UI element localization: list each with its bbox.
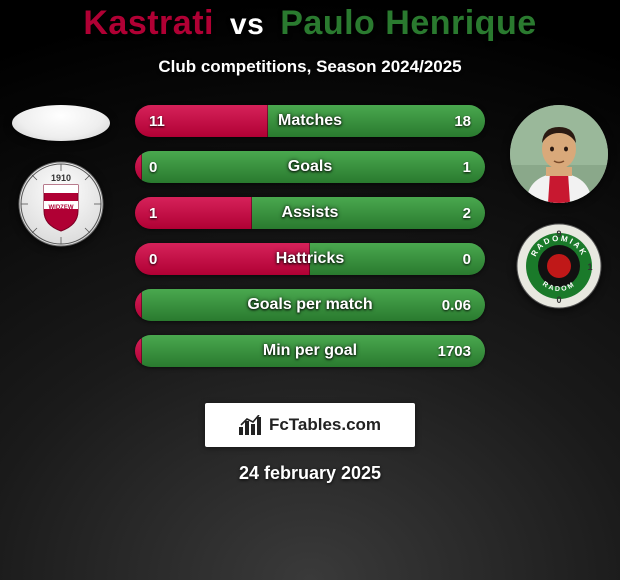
stat-bar-left: [135, 151, 142, 183]
stat-bar-right: [142, 151, 485, 183]
comparison-panel: 1910 WIDZEW: [0, 105, 620, 385]
title-player1: Kastrati: [83, 4, 214, 42]
fctables-icon: [239, 415, 263, 435]
footer-date: 24 february 2025: [0, 463, 620, 484]
stat-bar-right: [310, 243, 485, 275]
stat-row: 1Assists2: [135, 197, 485, 229]
stat-row: Goals per match0.06: [135, 289, 485, 321]
stat-bar-bg: [135, 197, 485, 229]
stat-bar-bg: [135, 243, 485, 275]
player1-club-logo: 1910 WIDZEW: [18, 161, 104, 247]
club2-num-bot: 0: [556, 295, 561, 305]
stats-list: 11Matches18 0Goals1 1Assists2 0Hattricks0 Go…: [135, 105, 485, 367]
stat-bar-right: [142, 335, 485, 367]
stat-bar-bg: [135, 151, 485, 183]
stat-bar-left: [135, 243, 310, 275]
stat-bar-bg: [135, 335, 485, 367]
radomiak-logo-svg: RADOMIAK RADOM 9 1 0: [516, 223, 602, 309]
club2-num-top: 9: [556, 229, 561, 239]
club2-num-right: 1: [587, 262, 592, 272]
club-year: 1910: [51, 173, 71, 183]
player2-photo: [510, 105, 608, 203]
stat-bar-left: [135, 289, 142, 321]
subtitle: Club competitions, Season 2024/2025: [0, 57, 620, 77]
player2-photo-svg: [510, 105, 608, 203]
brand-badge[interactable]: FcTables.com: [205, 403, 415, 447]
club-name: WIDZEW: [49, 205, 74, 211]
stat-row: Min per goal1703: [135, 335, 485, 367]
player2-club-logo: RADOMIAK RADOM 9 1 0: [516, 223, 602, 309]
stat-bar-right: [252, 197, 485, 229]
left-column: 1910 WIDZEW: [6, 105, 116, 365]
stat-row: 11Matches18: [135, 105, 485, 137]
right-column: RADOMIAK RADOM 9 1 0: [504, 105, 614, 365]
stat-bar-right: [268, 105, 485, 137]
stat-bar-left: [135, 197, 252, 229]
stat-bar-bg: [135, 289, 485, 321]
title-vs: vs: [230, 8, 264, 41]
player1-photo: [12, 105, 110, 141]
brand-text: FcTables.com: [269, 415, 381, 435]
stat-bar-bg: [135, 105, 485, 137]
stat-bar-right: [142, 289, 485, 321]
widzew-logo-svg: 1910 WIDZEW: [18, 161, 104, 247]
page-title: Kastrati vs Paulo Henrique: [0, 0, 620, 43]
stat-bar-left: [135, 335, 142, 367]
stat-row: 0Hattricks0: [135, 243, 485, 275]
title-player2: Paulo Henrique: [280, 4, 536, 42]
stat-bar-left: [135, 105, 268, 137]
stat-row: 0Goals1: [135, 151, 485, 183]
